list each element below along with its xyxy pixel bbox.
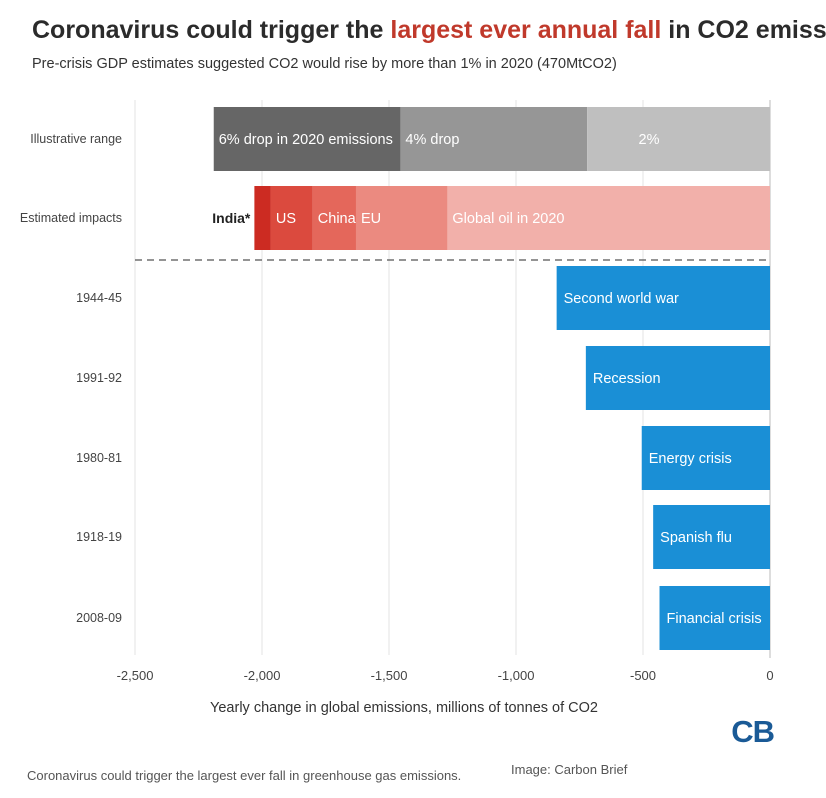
stacked-segment-0-2 xyxy=(587,107,770,171)
bar-1991-92 xyxy=(585,346,770,410)
stacked-segment-label-1-1: US xyxy=(276,211,296,227)
stacked-segment-label-1-3: EU xyxy=(361,211,381,227)
chart-title-start: Coronavirus could trigger the xyxy=(32,16,390,44)
y-tick-label-0: 1944-45 xyxy=(76,291,122,305)
bar-label-0: Second world war xyxy=(564,291,679,307)
chart-title: Coronavirus could trigger the largest ev… xyxy=(32,16,826,44)
x-axis-label: Yearly change in global emissions, milli… xyxy=(210,700,598,716)
stacked-segment-0-0 xyxy=(213,107,401,171)
chart-title-highlight: largest ever annual fall xyxy=(390,16,661,44)
stacked-segment-label-1-4: Global oil in 2020 xyxy=(452,211,564,227)
image-credit: Image: Carbon Brief xyxy=(511,762,628,777)
chart-svg: Coronavirus could trigger the largest ev… xyxy=(20,16,826,749)
chart-title-end: in CO2 emissions xyxy=(661,16,826,44)
stacked-segment-label-0-1: 4% drop xyxy=(405,132,459,148)
bar-1980-81 xyxy=(641,426,770,490)
stacked-segment-0-1 xyxy=(400,107,588,171)
y-tick-label-stacked-0: Illustrative range xyxy=(30,132,122,146)
x-tick-label-4: -500 xyxy=(630,668,656,683)
stacked-segment-label-0-2: 2% xyxy=(639,132,660,148)
historic-bars: Second world war Recession Energy crisis Sp… xyxy=(556,266,770,650)
stacked-segment-1-0 xyxy=(254,186,271,250)
stacked-segment-1-2 xyxy=(312,186,356,250)
y-tick-label-1: 1991-92 xyxy=(76,371,122,385)
x-tick-label-5: 0 xyxy=(766,668,773,683)
bar-label-2: Energy crisis xyxy=(649,451,732,467)
bar-1944-45 xyxy=(556,266,770,330)
stacked-bars: 6% drop in 2020 emissions 4% drop 2% US Chin… xyxy=(212,107,770,250)
stacked-segment-1-1 xyxy=(270,186,313,250)
bar-2008-09 xyxy=(659,586,770,650)
x-tick-label-1: -2,000 xyxy=(244,668,281,683)
bar-label-4: Financial crisis xyxy=(667,611,762,627)
image-caption: Coronavirus could trigger the largest ev… xyxy=(27,768,462,783)
y-tick-label-4: 2008-09 xyxy=(76,611,122,625)
chart-subtitle: Pre-crisis GDP estimates suggested CO2 w… xyxy=(32,56,617,72)
bar-1918-19 xyxy=(653,505,770,569)
y-tick-label-2: 1980-81 xyxy=(76,451,122,465)
stacked-segment-label-0-0: 6% drop in 2020 emissions xyxy=(219,132,393,148)
stacked-segment-1-3 xyxy=(355,186,448,250)
x-tick-label-3: -1,000 xyxy=(498,668,535,683)
x-tick-label-0: -2,500 xyxy=(117,668,154,683)
stacked-segment-1-4 xyxy=(447,186,770,250)
y-tick-label-stacked-1: Estimated impacts xyxy=(20,211,122,225)
bar-label-1: Recession xyxy=(593,371,661,387)
x-tick-labels: -2,500 -2,000 -1,500 -1,000 -500 0 xyxy=(117,668,774,683)
india-label: India* xyxy=(212,210,251,226)
carbon-brief-logo: CB xyxy=(731,714,774,749)
stacked-segment-label-1-2: China xyxy=(318,211,357,227)
y-tick-label-3: 1918-19 xyxy=(76,530,122,544)
y-tick-labels: Illustrative range Estimated impacts 1944-… xyxy=(20,132,122,625)
x-tick-label-2: -1,500 xyxy=(371,668,408,683)
bar-label-3: Spanish flu xyxy=(660,530,732,546)
